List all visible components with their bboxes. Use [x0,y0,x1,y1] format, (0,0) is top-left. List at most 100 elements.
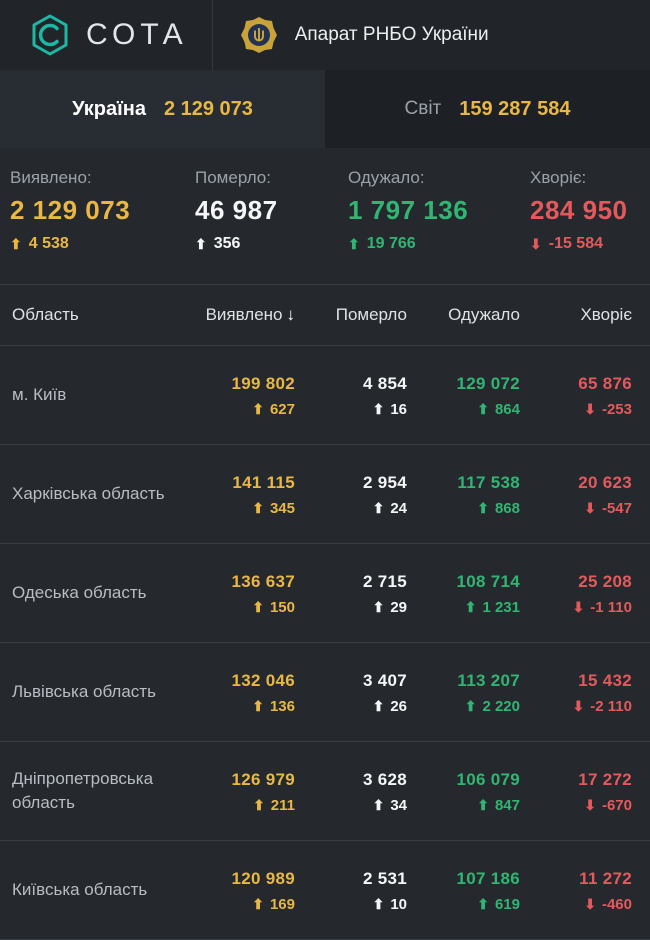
deaths-cell: 2 531 ⬆ 10 [295,868,407,913]
active-value: 11 272 [579,868,632,888]
stat-confirmed-value: 2 129 073 [10,195,131,225]
column-header-recovered[interactable]: Одужало [448,305,520,324]
down-arrow-icon: ⬇ [584,797,596,813]
active-value: 65 876 [578,373,632,393]
deaths-delta-value: 24 [390,499,407,517]
recovered-cell: 113 207 ⬆ 2 220 [407,670,520,715]
deaths-value: 2 715 [362,571,407,591]
up-arrow-icon: ⬆ [372,401,385,417]
deaths-delta-value: 29 [390,598,407,616]
confirmed-delta-value: 627 [269,400,295,418]
up-arrow-icon: ⬆ [372,797,385,813]
up-arrow-icon: ⬆ [252,896,264,912]
down-arrow-icon: ⬇ [584,401,596,417]
sort-desc-icon: ↓ [286,305,296,324]
confirmed-cell: 126 979 ⬆ 211 [180,769,295,814]
deaths-delta-value: 10 [390,895,407,913]
down-arrow-icon: ⬇ [584,500,596,516]
up-arrow-icon: ⬆ [372,698,385,714]
stat-recovered: Одужало: 1 797 136 ⬆ 19 766 [348,168,530,284]
confirmed-delta-value: 345 [269,499,295,517]
active-delta-value: -2 110 [590,697,632,715]
deaths-delta: ⬆ 24 [295,500,407,517]
up-arrow-icon: ⬆ [195,236,207,252]
confirmed-delta-value: 211 [270,796,295,814]
confirmed-delta: ⬆ 627 [180,401,295,418]
tab-ukraine[interactable]: Україна 2 129 073 [0,70,325,148]
recovered-delta: ⬆ 619 [407,896,520,913]
deaths-value: 3 407 [362,670,407,690]
confirmed-value: 132 046 [231,670,295,690]
up-arrow-icon: ⬆ [464,698,477,714]
confirmed-value: 126 979 [231,769,295,789]
active-delta-value: -670 [601,796,632,814]
confirmed-value: 199 802 [231,373,295,393]
up-arrow-icon: ⬆ [348,236,360,252]
column-header-confirmed[interactable]: Виявлено ↓ [180,305,295,325]
table-row: Харківська область 141 115 ⬆ 345 2 954 ⬆ 2… [0,445,650,544]
confirmed-delta: ⬆ 136 [180,698,295,715]
stat-deaths: Померло: 46 987 ⬆ 356 [195,168,348,284]
column-header-confirmed-label: Виявлено [205,305,283,324]
confirmed-value: 141 115 [232,472,295,492]
recovered-delta-value: 864 [494,400,520,418]
table-row: Одеська область 136 637 ⬆ 150 2 715 ⬆ 29 1… [0,544,650,643]
deaths-delta-value: 26 [390,697,407,715]
recovered-cell: 117 538 ⬆ 868 [407,472,520,517]
deaths-value: 3 628 [362,769,407,789]
recovered-delta: ⬆ 847 [407,797,520,814]
tab-ukraine-value: 2 129 073 [163,97,253,120]
active-delta-value: -460 [601,895,632,913]
column-header-deaths[interactable]: Померло [335,305,407,324]
recovered-delta: ⬆ 864 [407,401,520,418]
up-arrow-icon: ⬆ [252,599,264,615]
stat-active: Хворіє: 284 950 ⬇ -15 584 [530,168,650,284]
recovered-delta-value: 847 [494,796,520,814]
org: Апарат РНБО України [239,15,489,55]
recovered-delta-value: 2 220 [482,697,520,715]
recovered-value: 106 079 [456,769,520,789]
region-name: м. Київ [12,385,67,404]
regions-table: Область Виявлено ↓ Померло Одужало Хворіє… [0,284,650,940]
active-value: 17 272 [578,769,632,789]
down-arrow-icon: ⬇ [572,599,585,615]
region-name: Київська область [12,880,148,899]
stat-confirmed: Виявлено: 2 129 073 ⬆ 4 538 [10,168,195,284]
header-divider [211,0,213,70]
up-arrow-icon: ⬆ [477,401,489,417]
stat-active-label: Хворіє: [530,168,587,187]
deaths-delta: ⬆ 16 [295,401,407,418]
deaths-delta-value: 34 [390,796,407,814]
recovered-delta: ⬆ 2 220 [407,698,520,715]
confirmed-delta: ⬆ 169 [180,896,295,913]
stat-confirmed-delta: ⬆ 4 538 [10,235,195,253]
deaths-delta: ⬆ 26 [295,698,407,715]
recovered-value: 108 714 [456,571,520,591]
tab-ukraine-label: Україна [72,97,146,120]
up-arrow-icon: ⬆ [252,401,264,417]
deaths-delta-value: 16 [390,400,407,418]
deaths-value: 2 954 [362,472,407,492]
table-row: Львівська область 132 046 ⬆ 136 3 407 ⬆ 26… [0,643,650,742]
deaths-cell: 2 715 ⬆ 29 [295,571,407,616]
active-delta: ⬇ -2 110 [520,698,632,715]
up-arrow-icon: ⬆ [477,500,489,516]
up-arrow-icon: ⬆ [252,500,264,516]
column-header-active[interactable]: Хворіє [580,305,632,324]
deaths-delta: ⬆ 29 [295,599,407,616]
confirmed-cell: 136 637 ⬆ 150 [180,571,295,616]
up-arrow-icon: ⬆ [477,896,489,912]
active-cell: 25 208 ⬇ -1 110 [520,571,632,616]
active-value: 15 432 [578,670,632,690]
deaths-delta: ⬆ 10 [295,896,407,913]
column-header-region[interactable]: Область [12,305,79,324]
active-delta-value: -547 [601,499,632,517]
region-name: Дніпропетровська область [12,769,154,812]
active-cell: 15 432 ⬇ -2 110 [520,670,632,715]
tab-world[interactable]: Світ 159 287 584 [325,70,650,148]
active-delta-value: -1 110 [590,598,632,616]
country-world-tabs: Україна 2 129 073 Світ 159 287 584 [0,70,650,148]
down-arrow-icon: ⬇ [530,236,542,252]
rnbo-emblem-icon [239,15,279,55]
up-arrow-icon: ⬆ [477,797,489,813]
